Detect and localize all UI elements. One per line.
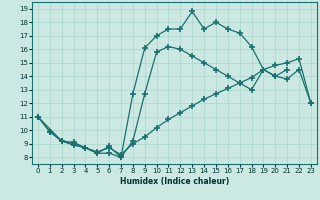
X-axis label: Humidex (Indice chaleur): Humidex (Indice chaleur): [120, 177, 229, 186]
